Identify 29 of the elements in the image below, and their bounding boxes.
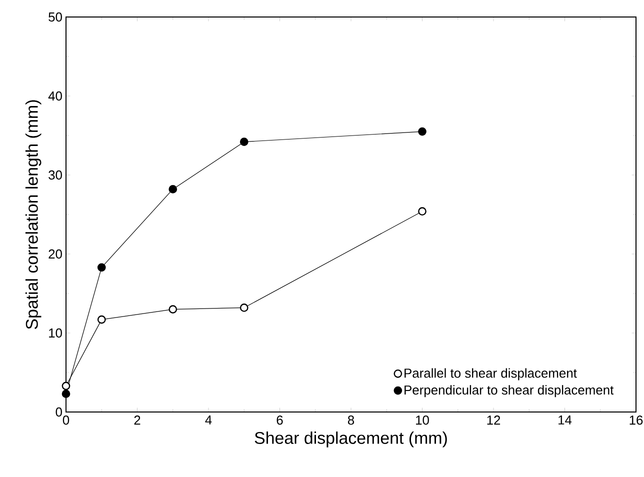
y-tick-label: 10 [49, 328, 62, 338]
point [418, 127, 426, 136]
y-tick-label: 20 [48, 249, 62, 259]
x-tick-label: 12 [487, 416, 500, 425]
y-axis-title: Spatial correlation length (mm) [25, 100, 42, 330]
point [97, 263, 106, 272]
point [62, 390, 70, 398]
x-tick-label: 2 [134, 416, 140, 425]
point [168, 305, 178, 314]
point [418, 207, 426, 216]
point [168, 185, 178, 194]
x-tick-label: 6 [276, 416, 283, 425]
point [62, 382, 70, 390]
y-tick-label: 30 [48, 170, 62, 180]
point [240, 304, 248, 312]
legend-label: Perpendicular to shear displacement [404, 385, 614, 398]
x-tick-label: 0 [62, 416, 70, 425]
y-tick-label: 0 [56, 407, 62, 417]
point [240, 138, 248, 146]
point [97, 315, 106, 324]
x-tick-label: 8 [348, 416, 354, 425]
y-tick-label: 50 [48, 12, 62, 22]
x-tick-label: 16 [630, 416, 643, 425]
x-tick-label: 4 [205, 416, 212, 424]
legend-label: Parallel to shear displacement [404, 368, 577, 380]
y-tick-label: 40 [48, 91, 62, 101]
x-axis-title: Shear displacement (mm) [254, 432, 447, 448]
x-tick-label: 10 [416, 416, 429, 425]
x-tick-label: 14 [558, 416, 572, 424]
